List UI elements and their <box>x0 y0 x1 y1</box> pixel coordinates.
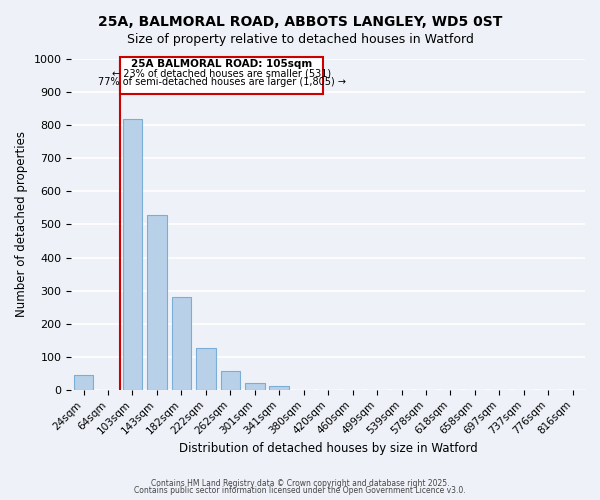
Bar <box>172 297 191 390</box>
Text: Contains HM Land Registry data © Crown copyright and database right 2025.: Contains HM Land Registry data © Crown c… <box>151 478 449 488</box>
Text: Contains public sector information licensed under the Open Government Licence v3: Contains public sector information licen… <box>134 486 466 495</box>
Bar <box>147 214 167 390</box>
X-axis label: Distribution of detached houses by size in Watford: Distribution of detached houses by size … <box>179 442 478 455</box>
Text: 25A BALMORAL ROAD: 105sqm: 25A BALMORAL ROAD: 105sqm <box>131 60 313 70</box>
Bar <box>245 382 265 390</box>
Bar <box>122 118 142 390</box>
Y-axis label: Number of detached properties: Number of detached properties <box>15 132 28 318</box>
FancyBboxPatch shape <box>120 58 323 94</box>
Bar <box>269 386 289 390</box>
Text: 77% of semi-detached houses are larger (1,805) →: 77% of semi-detached houses are larger (… <box>98 77 346 87</box>
Bar <box>74 374 93 390</box>
Text: Size of property relative to detached houses in Watford: Size of property relative to detached ho… <box>127 32 473 46</box>
Bar <box>221 371 240 390</box>
Text: ← 23% of detached houses are smaller (531): ← 23% of detached houses are smaller (53… <box>112 68 331 78</box>
Text: 25A, BALMORAL ROAD, ABBOTS LANGLEY, WD5 0ST: 25A, BALMORAL ROAD, ABBOTS LANGLEY, WD5 … <box>98 15 502 29</box>
Bar <box>196 348 215 390</box>
